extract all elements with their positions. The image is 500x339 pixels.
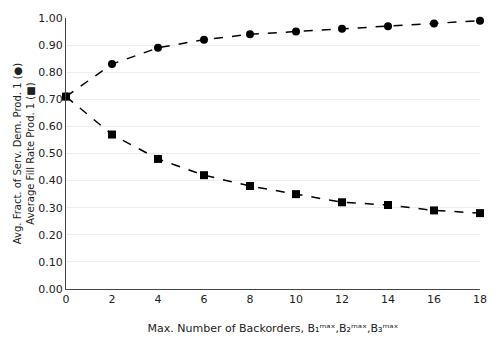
svg-text:2: 2 bbox=[109, 293, 116, 306]
svg-text:0.40: 0.40 bbox=[38, 174, 63, 187]
svg-text:0.20: 0.20 bbox=[38, 229, 63, 242]
svg-text:8: 8 bbox=[247, 293, 254, 306]
svg-text:0.70: 0.70 bbox=[38, 93, 63, 106]
svg-text:14: 14 bbox=[381, 293, 395, 306]
svg-text:Avg. Fract. of Serv. Dem. Prod: Avg. Fract. of Serv. Dem. Prod. 1 (●)Ave… bbox=[12, 63, 36, 245]
svg-text:10: 10 bbox=[289, 293, 303, 306]
svg-text:0.50: 0.50 bbox=[38, 147, 63, 160]
svg-text:1.00: 1.00 bbox=[38, 12, 63, 25]
svg-text:0.00: 0.00 bbox=[38, 283, 63, 296]
svg-text:0.80: 0.80 bbox=[38, 66, 63, 79]
svg-text:12: 12 bbox=[335, 293, 349, 306]
svg-text:0.30: 0.30 bbox=[38, 202, 63, 215]
svg-text:0.60: 0.60 bbox=[38, 120, 63, 133]
svg-text:4: 4 bbox=[155, 293, 162, 306]
svg-text:0.90: 0.90 bbox=[38, 39, 63, 52]
svg-text:0: 0 bbox=[63, 293, 70, 306]
svg-text:0.10: 0.10 bbox=[38, 256, 63, 269]
svg-text:Max. Number of Backorders, B₁ᵐ: Max. Number of Backorders, B₁ᵐᵃˣ,B₂ᵐᵃˣ,B… bbox=[148, 322, 399, 335]
svg-text:18: 18 bbox=[473, 293, 487, 306]
svg-text:6: 6 bbox=[201, 293, 208, 306]
svg-text:16: 16 bbox=[427, 293, 441, 306]
